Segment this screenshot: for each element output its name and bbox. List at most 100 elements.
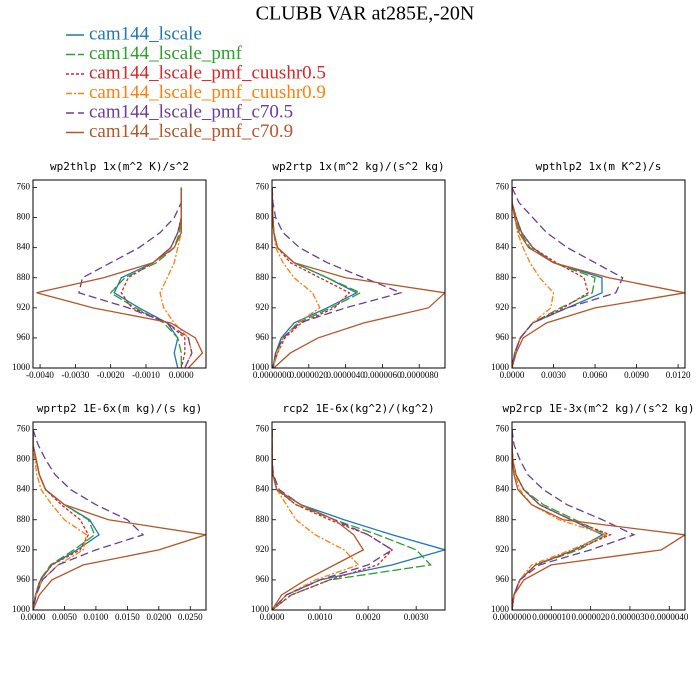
y-tick-label: 760	[256, 424, 270, 434]
figure-title: CLUBB VAR at285E,-20N	[256, 3, 475, 25]
profile-line	[33, 429, 88, 610]
y-tick-label: 960	[496, 574, 510, 584]
panel-title: wp2rcp 1E-3x(m^2 kg)/(s^2 kg)	[502, 402, 694, 415]
x-tick-label: 0.0000060	[363, 370, 402, 380]
plot-frame	[32, 179, 207, 369]
y-tick-label: 880	[496, 272, 510, 282]
y-tick-label: 1000	[12, 362, 31, 372]
y-tick-label: 920	[17, 302, 31, 312]
panel-title: wprtp2 1E-6x(m kg)/(s kg)	[37, 402, 203, 415]
y-tick-label: 920	[496, 544, 510, 554]
profile-line	[512, 429, 604, 610]
panel: wp2rcp 1E-3x(m^2 kg)/(s^2 kg) 760 800 840 88…	[491, 402, 695, 622]
x-tick-label: -0.0010	[132, 370, 160, 380]
y-tick-label: 960	[17, 332, 31, 342]
legend-label: cam144_lscale	[89, 23, 202, 44]
profile-line	[512, 187, 596, 368]
x-tick-label: 0.0010	[308, 612, 333, 622]
x-tick-label: -0.0030	[61, 370, 89, 380]
x-tick-label: 0.0000040	[650, 612, 689, 622]
y-tick-label: 840	[496, 484, 510, 494]
y-tick-label: 1000	[491, 362, 510, 372]
x-tick-label: 0.0000020	[572, 612, 611, 622]
y-tick-label: 840	[256, 484, 270, 494]
x-tick-label: 0.0150	[115, 612, 140, 622]
panel-title: rcp2 1E-6x(kg^2)/(kg^2)	[282, 402, 434, 415]
profile-line	[33, 429, 100, 610]
profile-line	[272, 187, 321, 368]
x-tick-label: 0.0000000	[493, 612, 532, 622]
y-tick-label: 800	[17, 454, 31, 464]
x-tick-label: 0.0030	[541, 370, 566, 380]
x-tick-label: 0.0050	[52, 612, 77, 622]
profile-line	[272, 429, 394, 610]
x-tick-label: 0.0120	[666, 370, 691, 380]
x-tick-label: 0.0060	[583, 370, 608, 380]
panel: wpthlp2 1x(m K^2)/s 760 800 840 880 920 960 100…	[491, 160, 691, 380]
y-tick-label: 760	[496, 182, 510, 192]
profile-line	[113, 187, 182, 368]
profile-line	[272, 429, 394, 610]
x-tick-label: 0.0090	[624, 370, 649, 380]
x-tick-label: 0.0000010	[532, 612, 571, 622]
x-tick-label: 0.0100	[84, 612, 109, 622]
plot-frame	[511, 179, 686, 369]
y-tick-label: 960	[256, 332, 270, 342]
profile-line	[272, 429, 360, 610]
plot-frame	[271, 421, 446, 611]
y-tick-label: 960	[256, 574, 270, 584]
x-tick-label: 0.0000040	[326, 370, 365, 380]
profile-line	[272, 187, 403, 368]
y-tick-label: 1000	[12, 604, 31, 614]
profile-line	[33, 429, 206, 610]
profile-line	[272, 429, 445, 610]
y-tick-label: 760	[256, 182, 270, 192]
panel-title: wpthlp2 1x(m K^2)/s	[536, 160, 662, 173]
legend-label: cam144_lscale_pmf	[89, 43, 243, 64]
y-tick-label: 840	[256, 242, 270, 252]
plot-frame	[32, 421, 207, 611]
profile-line	[512, 187, 624, 368]
profile-line	[78, 187, 193, 368]
y-tick-label: 1000	[251, 604, 270, 614]
plot-frame	[271, 179, 446, 369]
profile-line	[512, 187, 589, 368]
x-tick-label: 0.0000	[21, 612, 46, 622]
y-tick-label: 760	[17, 182, 31, 192]
x-tick-label: 0.0000030	[611, 612, 650, 622]
x-tick-label: 0.0000	[260, 612, 285, 622]
profile-line	[512, 187, 603, 368]
x-tick-label: 0.0000000	[253, 370, 292, 380]
y-tick-label: 960	[496, 332, 510, 342]
y-tick-label: 840	[496, 242, 510, 252]
y-tick-label: 1000	[251, 362, 270, 372]
profile-line	[272, 187, 445, 368]
y-tick-label: 920	[17, 544, 31, 554]
panel: rcp2 1E-6x(kg^2)/(kg^2) 760 800 840 880 920 96…	[251, 402, 446, 622]
legend-label: cam144_lscale_pmf_c70.9	[89, 121, 293, 142]
x-tick-label: 0.0030	[404, 612, 429, 622]
panel: wprtp2 1E-6x(m kg)/(s kg) 760 800 840 880 920…	[12, 402, 207, 622]
legend-label: cam144_lscale_pmf_cuushr0.9	[89, 82, 326, 103]
x-tick-label: 0.0250	[178, 612, 203, 622]
y-tick-label: 800	[17, 212, 31, 222]
profile-line	[512, 429, 636, 610]
y-tick-label: 920	[496, 302, 510, 312]
x-tick-label: 0.0020	[356, 612, 381, 622]
y-tick-label: 880	[17, 514, 31, 524]
profile-line	[272, 187, 351, 368]
profile-line	[272, 429, 365, 610]
y-tick-label: 800	[496, 454, 510, 464]
profile-line	[512, 429, 609, 610]
profile-line	[33, 429, 145, 610]
x-tick-label: 0.0200	[146, 612, 171, 622]
y-tick-label: 960	[17, 574, 31, 584]
y-tick-label: 840	[17, 242, 31, 252]
x-tick-label: 0.0000080	[400, 370, 439, 380]
y-tick-label: 1000	[491, 604, 510, 614]
y-tick-label: 880	[17, 272, 31, 282]
panel-title: wp2rtp 1x(m^2 kg)/(s^2 kg)	[272, 160, 444, 173]
profile-line	[159, 187, 193, 368]
y-tick-label: 800	[496, 212, 510, 222]
x-tick-label: -0.0040	[26, 370, 54, 380]
